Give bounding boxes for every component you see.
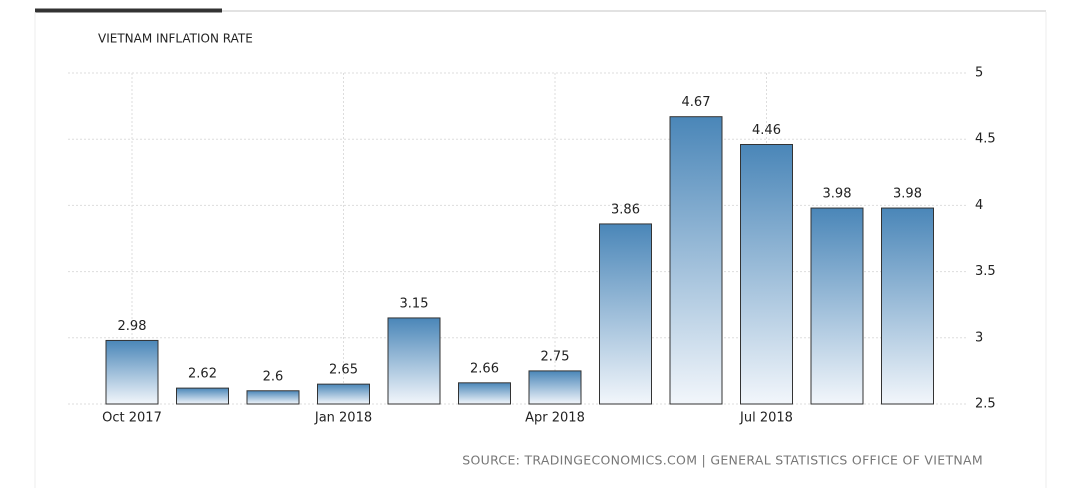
value-label: 4.67 (682, 95, 711, 110)
y-tick-label: 3 (975, 330, 983, 345)
x-tick-label: Jan 2018 (314, 411, 372, 426)
x-tick-label: Oct 2017 (102, 411, 162, 426)
bar (669, 116, 723, 405)
value-label: 2.6 (263, 369, 284, 384)
bar (599, 223, 652, 405)
bar (387, 317, 441, 405)
bar (458, 382, 511, 405)
value-label: 3.98 (893, 187, 922, 202)
y-tick-label: 5 (975, 66, 983, 81)
bar (105, 339, 159, 405)
chart-title: VIETNAM INFLATION RATE (98, 32, 253, 46)
bar (740, 143, 793, 405)
y-tick-label: 2.5 (975, 397, 996, 412)
value-label: 2.98 (118, 319, 147, 334)
bar (176, 387, 229, 405)
value-label: 2.62 (188, 367, 217, 382)
value-label: 2.65 (329, 363, 358, 378)
value-label: 4.46 (752, 123, 781, 138)
bar (528, 370, 582, 405)
bar (246, 390, 300, 405)
y-tick-label: 4.5 (975, 132, 996, 147)
x-tick-label: Apr 2018 (525, 411, 585, 426)
value-label: 3.15 (400, 296, 429, 311)
value-label: 2.66 (470, 361, 499, 376)
bar (810, 207, 864, 405)
value-label: 2.75 (541, 349, 570, 364)
bar (881, 207, 934, 405)
y-tick-label: 4 (975, 198, 983, 213)
value-label: 3.98 (823, 187, 852, 202)
value-label: 3.86 (611, 202, 640, 217)
bar (317, 383, 370, 405)
source: SOURCE: TRADINGECONOMICS.COM | GENERAL S… (462, 453, 983, 468)
x-tick-label: Jul 2018 (739, 411, 793, 426)
y-tick-label: 3.5 (975, 264, 996, 279)
